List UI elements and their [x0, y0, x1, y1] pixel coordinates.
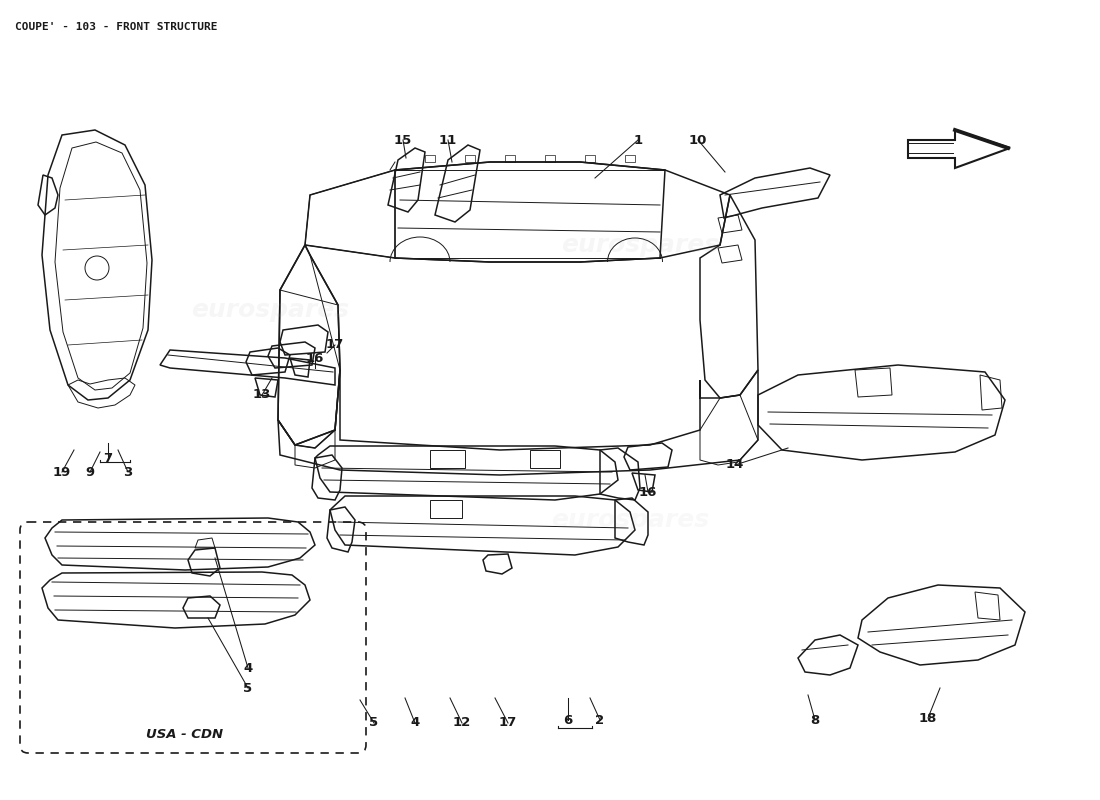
Text: 17: 17	[326, 338, 344, 351]
Text: 15: 15	[394, 134, 412, 146]
Text: 7: 7	[103, 451, 112, 465]
Text: 10: 10	[689, 134, 707, 146]
Text: 2: 2	[595, 714, 605, 726]
Text: 14: 14	[726, 458, 745, 471]
Text: 3: 3	[123, 466, 133, 478]
Text: eurospares: eurospares	[551, 508, 710, 532]
Text: 4: 4	[410, 717, 419, 730]
Text: 6: 6	[563, 714, 573, 726]
Text: 1: 1	[634, 134, 642, 146]
Text: 4: 4	[243, 662, 253, 674]
Text: 16: 16	[639, 486, 657, 498]
Text: 19: 19	[53, 466, 72, 478]
Text: 18: 18	[918, 711, 937, 725]
Text: 17: 17	[499, 717, 517, 730]
Text: 11: 11	[439, 134, 458, 146]
Text: eurospares: eurospares	[561, 233, 719, 257]
Text: 12: 12	[453, 717, 471, 730]
Text: 5: 5	[370, 717, 378, 730]
Text: USA - CDN: USA - CDN	[146, 729, 223, 742]
Text: 9: 9	[86, 466, 95, 478]
Text: eurospares: eurospares	[191, 298, 349, 322]
Text: 5: 5	[243, 682, 253, 694]
Text: 8: 8	[811, 714, 819, 726]
Text: 16: 16	[306, 351, 324, 365]
Text: COUPE' - 103 - FRONT STRUCTURE: COUPE' - 103 - FRONT STRUCTURE	[15, 22, 218, 32]
Text: 13: 13	[253, 389, 272, 402]
